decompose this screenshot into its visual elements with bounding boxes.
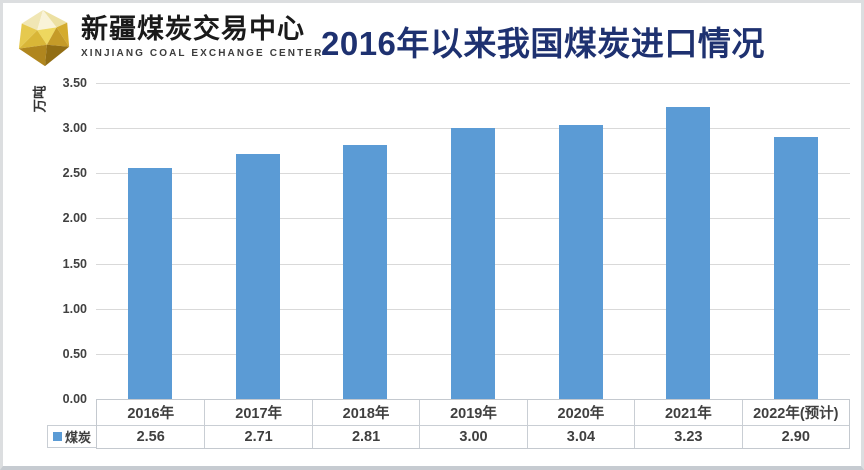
value-cell: 2.71: [204, 426, 311, 448]
value-cell: 2.90: [741, 426, 849, 448]
y-axis-tick-label: 1.00: [62, 301, 87, 316]
category-cell: 2017年: [204, 400, 311, 425]
y-axis-tick-label: 2.50: [62, 166, 87, 181]
value-row: 2.56 2.71 2.81 3.00 3.04 3.23 2.90: [97, 426, 849, 448]
logo-name-chinese: 新疆煤炭交易中心: [81, 14, 305, 45]
logo: 新疆煤炭交易中心 XINJIANG COAL EXCHANGE CENTER: [15, 9, 323, 69]
logo-gem-icon: [18, 10, 70, 67]
category-cell: 2018年: [311, 400, 419, 425]
bar-2022年(预计): [774, 137, 819, 399]
logo-text: 新疆煤炭交易中心 XINJIANG COAL EXCHANGE CENTER: [81, 9, 324, 60]
bar-2018年: [343, 145, 388, 399]
category-cell: 2019年: [419, 400, 526, 425]
y-axis-tick-label: 0.00: [62, 392, 87, 406]
chart-title: 2016年以来我国煤炭进口情况: [321, 25, 765, 62]
bar-2020年: [558, 124, 603, 399]
legend-series-label: 煤炭: [64, 430, 91, 445]
category-cell: 2016年: [127, 406, 175, 422]
y-axis-tick-label: 0.50: [62, 346, 87, 361]
bar-2019年: [451, 128, 496, 399]
bar-slot: [419, 128, 527, 399]
bar-slot: [527, 124, 635, 399]
legend-color-swatch-icon: [52, 432, 62, 441]
data-table: 2016年 2017年 2018年 2019年 2020年 2021年 2022年(预计) …: [96, 399, 850, 449]
y-axis-tick-label: 3.00: [62, 121, 87, 136]
y-axis-tick-label: 3.50: [62, 76, 87, 90]
value-cell: 2.56: [136, 429, 165, 445]
bars: [96, 83, 850, 399]
category-cell: 2021年: [634, 400, 741, 425]
value-cell: 3.00: [419, 426, 526, 448]
plot-area: [96, 83, 850, 399]
y-axis-tick-label: 2.00: [62, 211, 87, 226]
value-cell: 3.23: [634, 426, 741, 448]
bar-2017年: [235, 154, 280, 399]
bar-2016年: [127, 167, 172, 399]
y-axis-tick-label: 1.50: [62, 256, 87, 271]
bar-slot: [635, 107, 743, 399]
logo-name-english: XINJIANG COAL EXCHANGE CENTER: [81, 48, 324, 59]
bar-slot: [96, 167, 204, 399]
legend: 煤炭: [47, 425, 96, 448]
bar-slot: [204, 154, 312, 399]
value-cell: 2.81: [311, 426, 419, 448]
gridline: [96, 83, 850, 84]
bar-slot: [311, 145, 419, 399]
bar-slot: [742, 137, 850, 399]
value-cell: 3.04: [526, 426, 634, 448]
bar-2021年: [666, 107, 711, 399]
category-row: 2016年 2017年 2018年 2019年 2020年 2021年 2022年(预计): [97, 400, 849, 426]
category-cell: 2020年: [526, 400, 634, 425]
category-cell: 2022年(预计): [741, 400, 849, 425]
